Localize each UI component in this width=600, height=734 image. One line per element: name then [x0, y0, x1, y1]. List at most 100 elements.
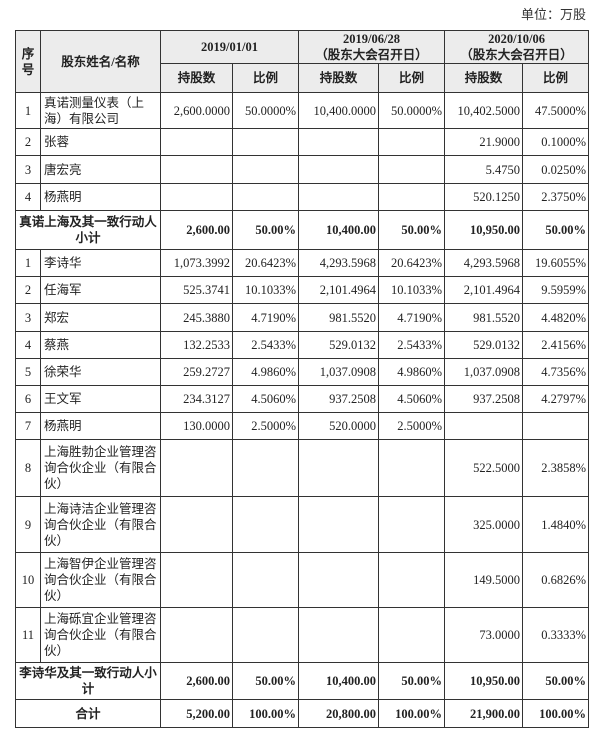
header-ratio: 比例	[378, 63, 446, 93]
ratio-cell: 10.1033%	[378, 276, 446, 304]
row-index: 1	[15, 92, 41, 129]
ratio-cell: 4.7356%	[522, 358, 590, 386]
shares-cell	[160, 607, 233, 663]
shares-cell: 10,402.5000	[444, 92, 524, 129]
table-row: 10 上海智伊企业管理咨询合伙企业（有限合伙） 149.5000 0.6826%	[15, 552, 590, 608]
ratio-cell	[231, 607, 300, 663]
shares-cell	[160, 128, 233, 156]
ratio-cell: 1.4840%	[522, 496, 590, 553]
shares-cell: 4,293.5968	[298, 249, 380, 277]
shareholder-name: 杨燕明	[40, 183, 161, 211]
header-shares: 持股数	[444, 63, 524, 93]
shares-cell: 325.0000	[444, 496, 524, 553]
ratio-cell	[231, 155, 300, 184]
shares-cell: 132.2533	[160, 331, 233, 359]
ratio-cell: 2.5000%	[378, 412, 446, 440]
shares-cell: 10,950.00	[444, 662, 524, 700]
ratio-cell: 4.7190%	[231, 303, 300, 332]
shareholder-name: 任海军	[40, 276, 161, 304]
ratio-cell: 2.3858%	[522, 439, 590, 497]
ratio-cell: 50.00%	[231, 210, 300, 250]
shareholder-name: 上海诗洁企业管理咨询合伙企业（有限合伙）	[40, 496, 161, 553]
shareholder-name: 徐荣华	[40, 358, 161, 386]
ratio-cell: 50.00%	[522, 210, 590, 250]
shares-cell	[298, 552, 380, 608]
row-index: 3	[15, 155, 41, 184]
ratio-cell: 2.3750%	[522, 183, 590, 211]
ratio-cell: 10.1033%	[231, 276, 300, 304]
ratio-cell: 4.7190%	[378, 303, 446, 332]
row-index: 6	[15, 385, 41, 413]
ratio-cell: 20.6423%	[378, 249, 446, 277]
subtotal-row: 真诺上海及其一致行动人小计 2,600.00 50.00% 10,400.00 50.0…	[15, 210, 590, 250]
ratio-cell: 2.5000%	[231, 412, 300, 440]
row-index: 5	[15, 358, 41, 386]
shares-cell: 5.4750	[444, 155, 524, 184]
row-index: 4	[15, 331, 41, 359]
table-row: 4 蔡燕 132.2533 2.5433% 529.0132 2.5433% 529.013…	[15, 331, 590, 359]
ratio-cell: 50.00%	[378, 662, 446, 700]
shares-cell: 2,600.0000	[160, 92, 233, 129]
row-index: 8	[15, 439, 41, 497]
shares-cell: 529.0132	[298, 331, 380, 359]
subtotal-label: 真诺上海及其一致行动人小计	[15, 210, 161, 250]
shares-cell: 10,400.00	[298, 210, 380, 250]
row-index: 4	[15, 183, 41, 211]
ratio-cell: 4.5060%	[231, 385, 300, 413]
ratio-cell: 50.00%	[231, 662, 300, 700]
period-date: 2020/10/06	[488, 32, 546, 46]
shares-cell: 73.0000	[444, 607, 524, 663]
ratio-cell: 0.3333%	[522, 607, 590, 663]
shareholding-table: 序号 股东姓名/名称 2019/01/01 2019/06/28 （股东大会召开日…	[15, 30, 590, 728]
shareholder-name: 上海砾宜企业管理咨询合伙企业（有限合伙）	[40, 607, 161, 663]
table-row: 2 张蓉 21.9000 0.1000%	[15, 128, 590, 156]
subtotal-row: 李诗华及其一致行动人小计 2,600.00 50.00% 10,400.00 50.00…	[15, 662, 590, 700]
ratio-cell: 4.2797%	[522, 385, 590, 413]
ratio-cell: 47.5000%	[522, 92, 590, 129]
table-row: 1 李诗华 1,073.3992 20.6423% 4,293.5968 20.6423%…	[15, 249, 590, 277]
shares-cell: 10,400.0000	[298, 92, 380, 129]
header-index: 序号	[15, 30, 41, 93]
table-row: 3 郑宏 245.3880 4.7190% 981.5520 4.7190% 981.552…	[15, 303, 590, 332]
shares-cell: 10,400.00	[298, 662, 380, 700]
shareholder-name: 李诗华	[40, 249, 161, 277]
table-row: 7 杨燕明 130.0000 2.5000% 520.0000 2.5000%	[15, 412, 590, 440]
row-index: 3	[15, 303, 41, 332]
ratio-cell: 0.6826%	[522, 552, 590, 608]
table-row: 2 任海军 525.3741 10.1033% 2,101.4964 10.1033% 2,…	[15, 276, 590, 304]
ratio-cell: 0.1000%	[522, 128, 590, 156]
shareholder-name: 上海胜勃企业管理咨询合伙企业（有限合伙）	[40, 439, 161, 497]
shares-cell	[298, 607, 380, 663]
shares-cell: 1,037.0908	[444, 358, 524, 386]
table-row: 5 徐荣华 259.2727 4.9860% 1,037.0908 4.9860% 1,03…	[15, 358, 590, 386]
shares-cell	[160, 155, 233, 184]
shares-cell: 522.5000	[444, 439, 524, 497]
table-row: 11 上海砾宜企业管理咨询合伙企业（有限合伙） 73.0000 0.3333%	[15, 607, 590, 663]
ratio-cell: 2.4156%	[522, 331, 590, 359]
shares-cell: 937.2508	[444, 385, 524, 413]
shares-cell: 2,600.00	[160, 210, 233, 250]
ratio-cell	[378, 128, 446, 156]
shares-cell: 937.2508	[298, 385, 380, 413]
period-date: 2019/01/01	[201, 40, 258, 54]
subtotal-label: 合计	[15, 699, 161, 728]
row-index: 2	[15, 128, 41, 156]
period-note: （股东大会召开日）	[460, 48, 573, 62]
shares-cell: 1,073.3992	[160, 249, 233, 277]
row-index: 1	[15, 249, 41, 277]
period-date: 2019/06/28	[343, 32, 400, 46]
shares-cell	[298, 155, 380, 184]
header-name: 股东姓名/名称	[40, 30, 161, 93]
shareholder-name: 郑宏	[40, 303, 161, 332]
shares-cell	[298, 183, 380, 211]
shares-cell: 149.5000	[444, 552, 524, 608]
ratio-cell	[378, 496, 446, 553]
ratio-cell	[378, 607, 446, 663]
shares-cell: 21.9000	[444, 128, 524, 156]
ratio-cell: 20.6423%	[231, 249, 300, 277]
ratio-cell: 100.00%	[231, 699, 300, 728]
header-period-2: 2019/06/28 （股东大会召开日）	[298, 30, 446, 64]
shares-cell	[298, 496, 380, 553]
ratio-cell	[378, 183, 446, 211]
header-shares: 持股数	[160, 63, 233, 93]
